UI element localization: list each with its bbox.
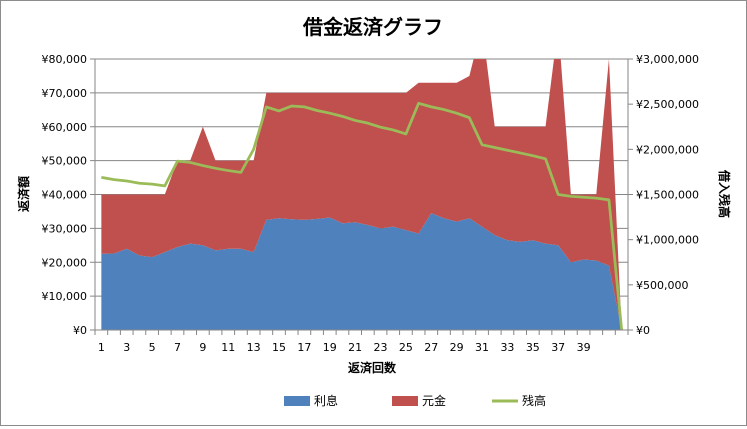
y-tick-label: ¥70,000 (42, 87, 88, 100)
y-axis-ticks: ¥0 ¥10,000 ¥20,000 ¥30,000 ¥40,000 ¥50,000 ¥60… (42, 53, 95, 337)
legend: 利息 元金 残高 (284, 393, 546, 408)
y2-axis-title: 借入残高 (717, 169, 732, 218)
area-series-1 (101, 213, 622, 330)
x-tick-label: 37 (551, 341, 565, 354)
x-tick-label: 39 (577, 341, 591, 354)
y2-axis-ticks: ¥0 ¥500,000 ¥1,000,000 ¥1,500,000 ¥2,000,000… (628, 53, 699, 337)
area-series (101, 59, 622, 330)
legend-label-1: 利息 (314, 393, 338, 408)
x-tick-label: 17 (297, 341, 311, 354)
y2-tick-label: ¥0 (636, 324, 650, 337)
x-tick-label: 19 (323, 341, 337, 354)
legend-label-2: 元金 (422, 393, 446, 408)
y2-tick-label: ¥1,500,000 (636, 189, 699, 202)
x-tick-label: 33 (500, 341, 514, 354)
y-tick-label: ¥30,000 (42, 222, 88, 235)
x-tick-label: 11 (221, 341, 235, 354)
legend-label-3: 残高 (522, 393, 546, 408)
y2-tick-label: ¥3,000,000 (636, 53, 699, 66)
y-tick-label: ¥80,000 (42, 53, 88, 66)
x-tick-label: 5 (149, 341, 156, 354)
area-series-2 (101, 59, 622, 330)
y2-tick-label: ¥500,000 (636, 279, 689, 292)
chart-title: 借金返済グラフ (302, 15, 443, 39)
x-tick-label: 7 (174, 341, 181, 354)
y2-tick-label: ¥2,500,000 (636, 98, 699, 111)
x-tick-label: 13 (247, 341, 261, 354)
x-axis-ticks: 1 3 5 7 9 11 13 15 17 19 21 23 25 27 29 31 33 35 37 39 (94, 330, 629, 354)
x-tick-label: 21 (348, 341, 362, 354)
y-tick-label: ¥20,000 (42, 256, 88, 269)
x-tick-label: 25 (399, 341, 413, 354)
y-tick-label: ¥10,000 (42, 290, 88, 303)
x-tick-label: 1 (98, 341, 105, 354)
y-tick-label: ¥0 (73, 324, 87, 337)
x-tick-label: 29 (450, 341, 464, 354)
x-tick-label: 23 (374, 341, 388, 354)
x-tick-label: 3 (123, 341, 130, 354)
x-tick-label: 35 (526, 341, 540, 354)
y-tick-label: ¥40,000 (42, 189, 88, 202)
line-series (101, 101, 624, 331)
x-tick-label: 27 (424, 341, 438, 354)
legend-swatch-2 (392, 396, 418, 406)
y-axis-title: 返済額 (16, 176, 31, 212)
line-series-1 (101, 101, 624, 331)
y2-tick-label: ¥2,000,000 (636, 143, 699, 156)
y-tick-label: ¥60,000 (42, 121, 88, 134)
y2-tick-label: ¥1,000,000 (636, 234, 699, 247)
x-axis-title: 返済回数 (348, 360, 397, 375)
legend-swatch-1 (284, 396, 310, 406)
x-tick-label: 31 (475, 341, 489, 354)
x-tick-label: 9 (199, 341, 206, 354)
x-tick-label: 15 (272, 341, 286, 354)
y-tick-label: ¥50,000 (42, 155, 88, 168)
